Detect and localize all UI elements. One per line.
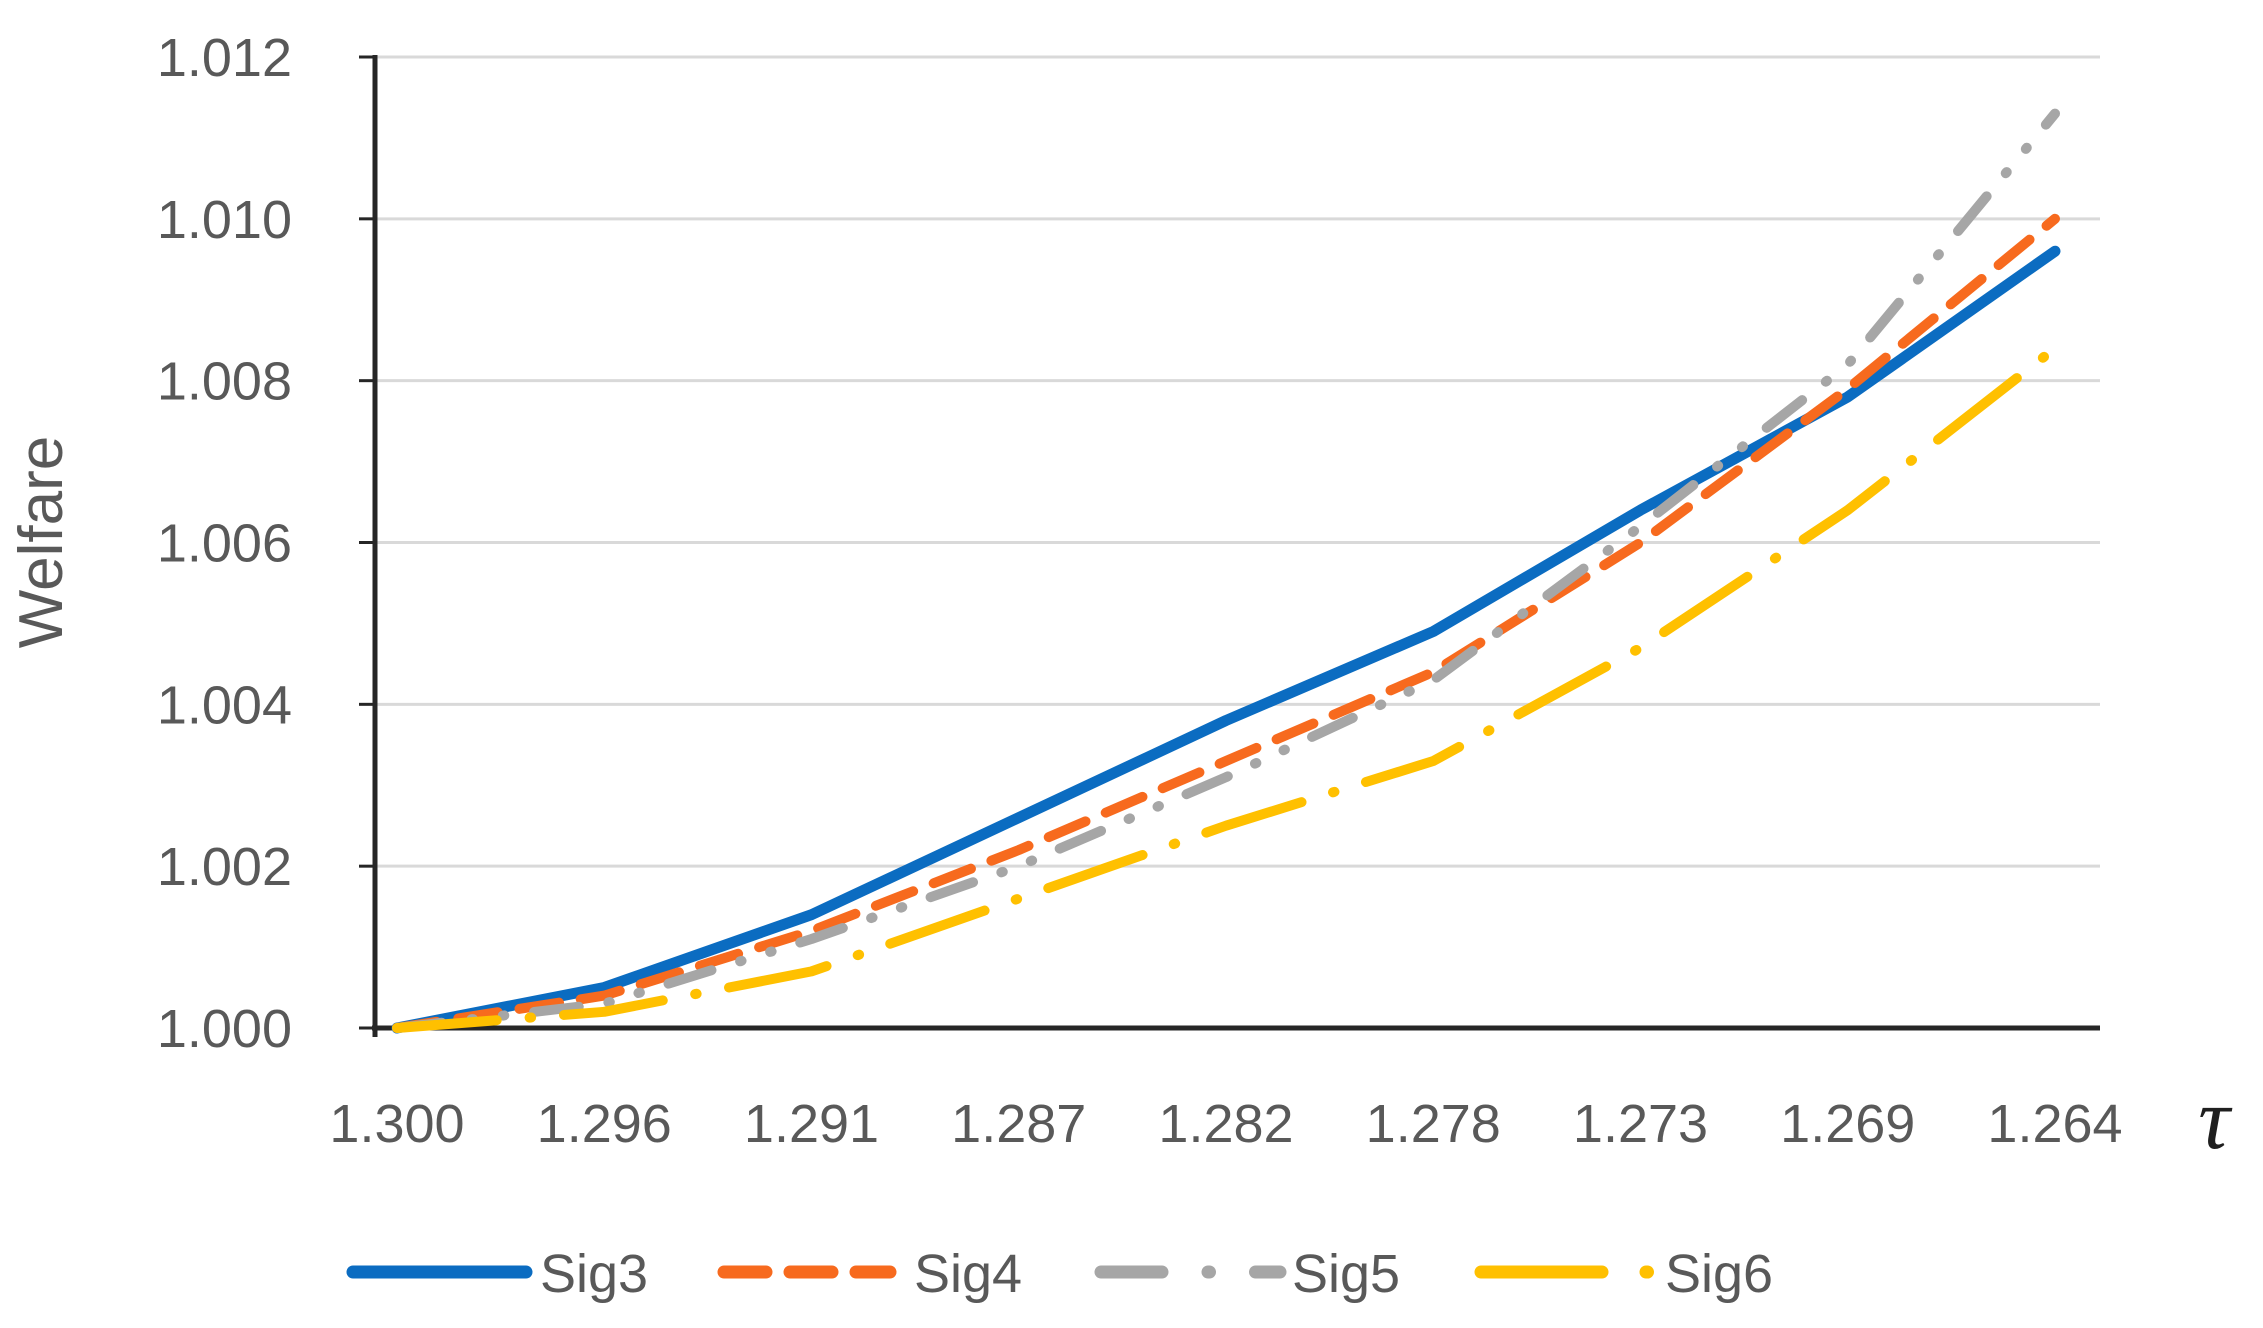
y-tick-label: 1.000 — [157, 999, 292, 1059]
x-tick-label: 1.282 — [1158, 1094, 1293, 1154]
x-tick-label: 1.278 — [1366, 1094, 1501, 1154]
x-tick-label: 1.269 — [1780, 1094, 1915, 1154]
legend-item-sig6: Sig6 — [1474, 1244, 1773, 1304]
legend-label: Sig5 — [1292, 1244, 1400, 1304]
series-line-sig4 — [392, 213, 2060, 1033]
series-line-sig6 — [392, 343, 2060, 1033]
series-lines — [391, 108, 2061, 1034]
x-tick-labels: 1.300 1.296 1.291 1.287 1.282 1.278 1.273 1.269… — [329, 1094, 2122, 1154]
legend-item-sig3: Sig3 — [346, 1244, 648, 1304]
legend-item-sig4: Sig4 — [717, 1244, 1022, 1304]
x-tick-label: 1.287 — [951, 1094, 1086, 1154]
x-tick-label: 1.300 — [329, 1094, 464, 1154]
legend-label: Sig6 — [1665, 1244, 1773, 1304]
series-line-sig5 — [392, 108, 2060, 1033]
x-tick-label: 1.273 — [1573, 1094, 1708, 1154]
gridlines — [375, 55, 2100, 868]
x-tick-label: 1.291 — [744, 1094, 879, 1154]
legend-label: Sig3 — [540, 1244, 648, 1304]
axes — [359, 55, 2100, 1037]
y-tick-label: 1.006 — [157, 514, 292, 574]
y-tick-label: 1.002 — [157, 837, 292, 897]
legend-label: Sig4 — [914, 1244, 1022, 1304]
y-tick-label: 1.012 — [157, 28, 292, 88]
x-tick-label: 1.296 — [537, 1094, 672, 1154]
y-tick-label: 1.004 — [157, 675, 292, 735]
y-tick-label: 1.008 — [157, 352, 292, 412]
legend-item-sig5: Sig5 — [1094, 1244, 1400, 1304]
y-tick-label: 1.010 — [157, 190, 292, 250]
series-line-sig3 — [391, 245, 2061, 1034]
legend: Sig3 Sig4 Sig5 Sig6 — [346, 1244, 1773, 1304]
y-axis-title: Welfare — [7, 436, 76, 649]
y-tick-labels: 1.000 1.002 1.004 1.006 1.008 1.010 1.012 — [157, 28, 292, 1059]
x-axis-title-tau: τ — [2198, 1071, 2233, 1168]
x-tick-label: 1.264 — [1987, 1094, 2122, 1154]
